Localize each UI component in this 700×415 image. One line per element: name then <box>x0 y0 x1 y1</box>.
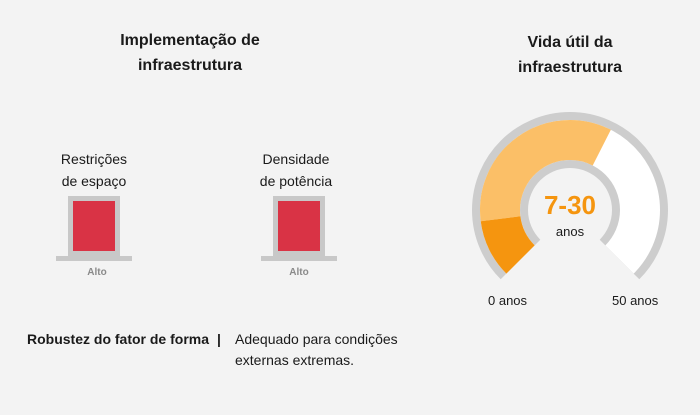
form-factor-label: Robustez do fator de forma <box>27 331 210 347</box>
deployment-title: Implementação de infraestrutura <box>120 32 260 74</box>
form-factor-separator: | <box>217 331 221 347</box>
space-constraints-level: Alto <box>87 267 107 278</box>
space-constraints-label: Restrições de espaço <box>60 151 128 189</box>
lifespan-title: Vida útil da infraestrutura <box>517 34 623 76</box>
lifespan-unit: anos <box>555 224 585 239</box>
power-density-level: Alto <box>289 267 309 278</box>
lifespan-value: 7-30 <box>543 190 597 220</box>
power-density-label: Densidade de potência <box>259 151 333 189</box>
gauge-start-fill <box>480 215 536 274</box>
gauge-min-label: 0 anos <box>488 293 528 308</box>
form-factor-description: Adequado para condições externas extrema… <box>235 331 398 368</box>
gauge-max-label: 50 anos <box>612 293 659 308</box>
gauge-range-fill <box>480 120 611 222</box>
